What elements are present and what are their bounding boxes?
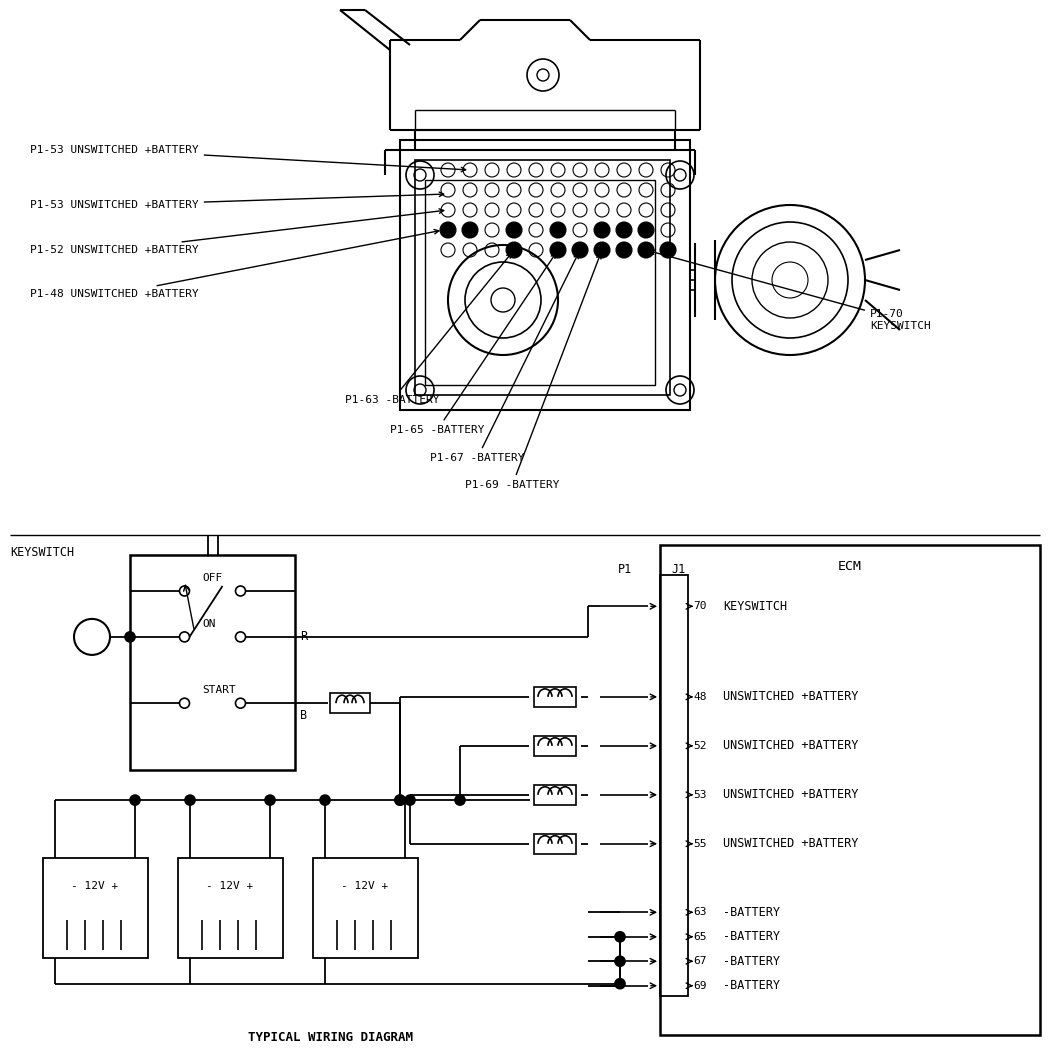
Text: P1-67 -BATTERY: P1-67 -BATTERY: [430, 254, 579, 463]
Text: P1-53 UNSWITCHED +BATTERY: P1-53 UNSWITCHED +BATTERY: [30, 192, 444, 210]
Text: UNSWITCHED +BATTERY: UNSWITCHED +BATTERY: [723, 789, 859, 801]
Bar: [425, 180, 655, 385]
Bar: [43, 858, 148, 959]
Text: - 12V +: - 12V +: [207, 881, 254, 891]
Text: P1-63 -BATTERY: P1-63 -BATTERY: [345, 253, 511, 405]
Bar: [660, 545, 1040, 1034]
Circle shape: [130, 795, 140, 805]
Text: P1-70
KEYSWITCH: P1-70 KEYSWITCH: [650, 250, 930, 331]
Text: P1-48 UNSWITCHED +BATTERY: P1-48 UNSWITCHED +BATTERY: [30, 230, 439, 299]
Bar: [534, 736, 576, 756]
Text: UNSWITCHED +BATTERY: UNSWITCHED +BATTERY: [723, 739, 859, 753]
Text: 65: 65: [693, 931, 707, 942]
Text: J1: J1: [672, 563, 686, 576]
Text: -BATTERY: -BATTERY: [723, 930, 780, 943]
Text: UNSWITCHED +BATTERY: UNSWITCHED +BATTERY: [723, 691, 859, 704]
Circle shape: [455, 795, 465, 805]
Bar: [313, 858, 418, 959]
Text: - 12V +: - 12V +: [341, 881, 388, 891]
Circle shape: [320, 795, 330, 805]
Text: P1: P1: [617, 563, 632, 576]
Text: OFF: OFF: [203, 573, 223, 583]
Text: START: START: [203, 686, 236, 695]
Text: UNSWITCHED +BATTERY: UNSWITCHED +BATTERY: [723, 837, 859, 850]
Bar: [534, 784, 576, 804]
Bar: [130, 555, 295, 770]
Circle shape: [265, 795, 275, 805]
Circle shape: [615, 979, 625, 989]
Circle shape: [572, 242, 588, 258]
Text: -BATTERY: -BATTERY: [723, 954, 780, 968]
Bar: [660, 575, 688, 995]
Circle shape: [660, 242, 676, 258]
Text: P1-65 -BATTERY: P1-65 -BATTERY: [390, 254, 555, 435]
Text: 55: 55: [693, 839, 707, 848]
Text: P1-53 UNSWITCHED +BATTERY: P1-53 UNSWITCHED +BATTERY: [30, 145, 465, 172]
Text: KEYSWITCH: KEYSWITCH: [10, 546, 75, 560]
Circle shape: [506, 222, 522, 238]
Text: 48: 48: [693, 692, 707, 701]
Circle shape: [550, 242, 566, 258]
Circle shape: [616, 242, 632, 258]
Text: 53: 53: [693, 790, 707, 800]
Text: P1-52 UNSWITCHED +BATTERY: P1-52 UNSWITCHED +BATTERY: [30, 209, 444, 255]
Circle shape: [395, 795, 405, 805]
Text: B: B: [300, 709, 307, 721]
Text: -BATTERY: -BATTERY: [723, 980, 780, 992]
Circle shape: [638, 222, 654, 238]
Circle shape: [594, 222, 610, 238]
Circle shape: [440, 222, 456, 238]
Circle shape: [594, 242, 610, 258]
Text: R: R: [300, 630, 307, 644]
Text: 52: 52: [693, 741, 707, 751]
Text: KEYSWITCH: KEYSWITCH: [723, 600, 788, 613]
Circle shape: [615, 957, 625, 966]
Circle shape: [506, 242, 522, 258]
Text: P1-69 -BATTERY: P1-69 -BATTERY: [465, 254, 601, 490]
Bar: [534, 834, 576, 854]
Text: 67: 67: [693, 957, 707, 966]
Circle shape: [616, 222, 632, 238]
Text: ECM: ECM: [838, 560, 862, 573]
Text: TYPICAL WIRING DIAGRAM: TYPICAL WIRING DIAGRAM: [248, 1031, 413, 1044]
Text: ON: ON: [203, 618, 216, 629]
Circle shape: [615, 931, 625, 942]
Circle shape: [550, 222, 566, 238]
Text: 69: 69: [693, 981, 707, 991]
Circle shape: [125, 632, 135, 642]
Bar: [415, 160, 670, 395]
Text: - 12V +: - 12V +: [71, 881, 119, 891]
Text: 63: 63: [693, 907, 707, 918]
Circle shape: [638, 242, 654, 258]
Circle shape: [395, 795, 405, 805]
Bar: [178, 858, 284, 959]
Circle shape: [405, 795, 415, 805]
Bar: [400, 140, 690, 410]
Bar: [534, 687, 576, 707]
Circle shape: [462, 222, 478, 238]
Text: -BATTERY: -BATTERY: [723, 906, 780, 919]
Circle shape: [185, 795, 195, 805]
Text: 70: 70: [693, 602, 707, 611]
Bar: [330, 693, 370, 713]
